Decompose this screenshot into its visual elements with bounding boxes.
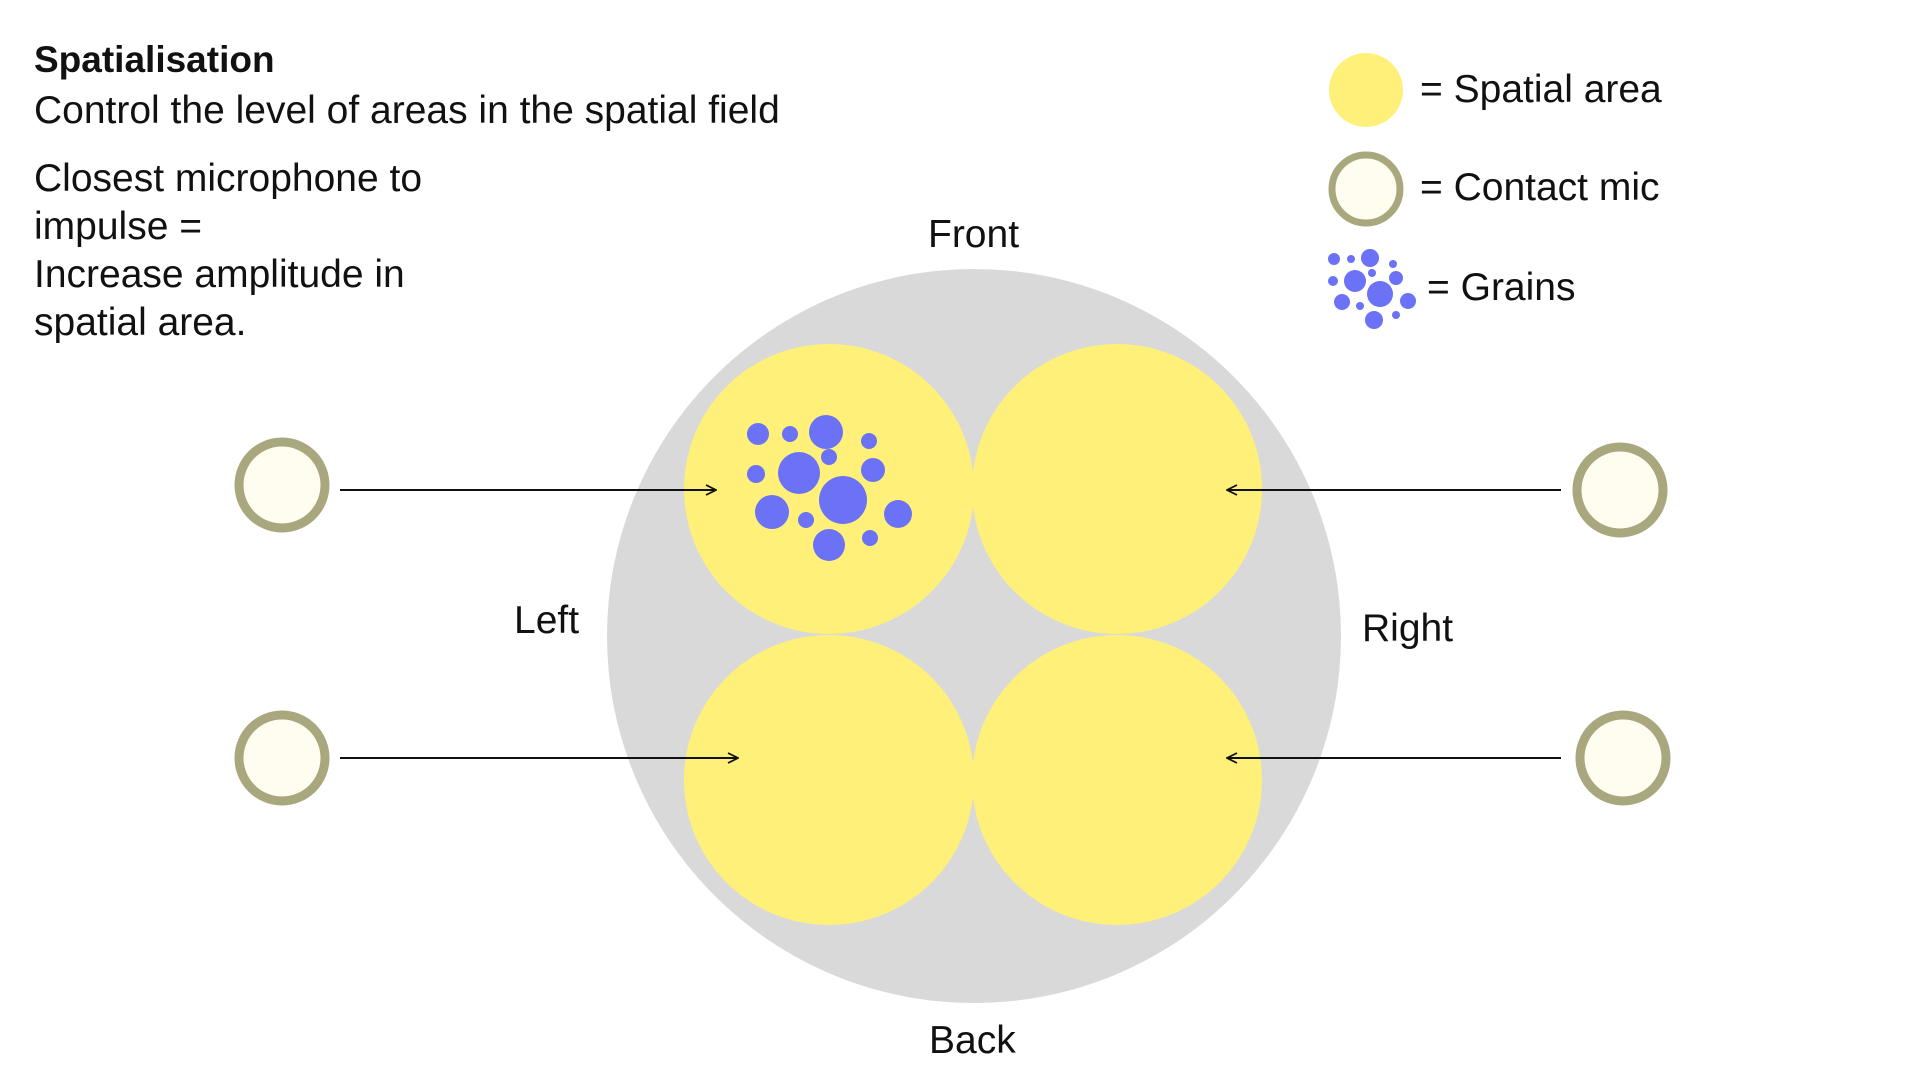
grain [819, 476, 867, 524]
grain [755, 495, 789, 529]
note-line: spatial area. [34, 301, 247, 344]
grain [782, 426, 798, 442]
grain [1361, 249, 1379, 267]
legend-contact-mic-label: = Contact mic [1420, 166, 1660, 209]
grain [1328, 276, 1338, 286]
explanation-note: Closest microphone to impulse = Increase… [34, 155, 422, 347]
grain [821, 449, 837, 465]
note-line: Closest microphone to [34, 157, 423, 200]
grain [1389, 260, 1397, 268]
legend-grains-swatch [1328, 249, 1416, 329]
grain [1334, 294, 1350, 310]
contact-mic-back-right [1575, 710, 1671, 806]
spatial-area-back-left [684, 635, 974, 925]
note-line: impulse = [34, 205, 202, 248]
grain [1392, 311, 1400, 319]
legend-contact-mic-swatch [1328, 151, 1404, 227]
grains-cluster [747, 415, 912, 561]
grain [778, 452, 820, 494]
page-subtitle: Control the level of areas in the spatia… [34, 89, 780, 132]
contact-mic-back-left [234, 710, 330, 806]
grain [1367, 281, 1393, 307]
grain [813, 529, 845, 561]
grain [1400, 293, 1416, 309]
contact-mic-front-right [1572, 442, 1668, 538]
grain [884, 500, 912, 528]
legend-spatial-area-label: = Spatial area [1420, 68, 1662, 111]
label-right: Right [1362, 607, 1454, 650]
label-back: Back [929, 1019, 1016, 1062]
legend-grains-label: = Grains [1427, 266, 1576, 309]
grain [1356, 302, 1364, 310]
page-title: Spatialisation [34, 39, 275, 80]
grain [861, 458, 885, 482]
grain [1328, 253, 1340, 265]
note-line: Increase amplitude in [34, 253, 405, 296]
grain [1344, 270, 1366, 292]
grain [809, 415, 843, 449]
grain [1389, 271, 1403, 285]
label-front: Front [928, 213, 1020, 256]
grain [1368, 269, 1376, 277]
spatial-area-back-right [972, 635, 1262, 925]
label-left: Left [514, 599, 580, 642]
grain [861, 433, 877, 449]
grain [798, 512, 814, 528]
grain [747, 465, 765, 483]
legend-spatial-area-swatch [1329, 53, 1403, 127]
grain [862, 530, 878, 546]
spatial-area-front-right [972, 344, 1262, 634]
contact-mic-front-left [234, 437, 330, 533]
grain [747, 423, 769, 445]
grain [1365, 311, 1383, 329]
spatial-field [607, 269, 1341, 1003]
grain [1347, 255, 1355, 263]
